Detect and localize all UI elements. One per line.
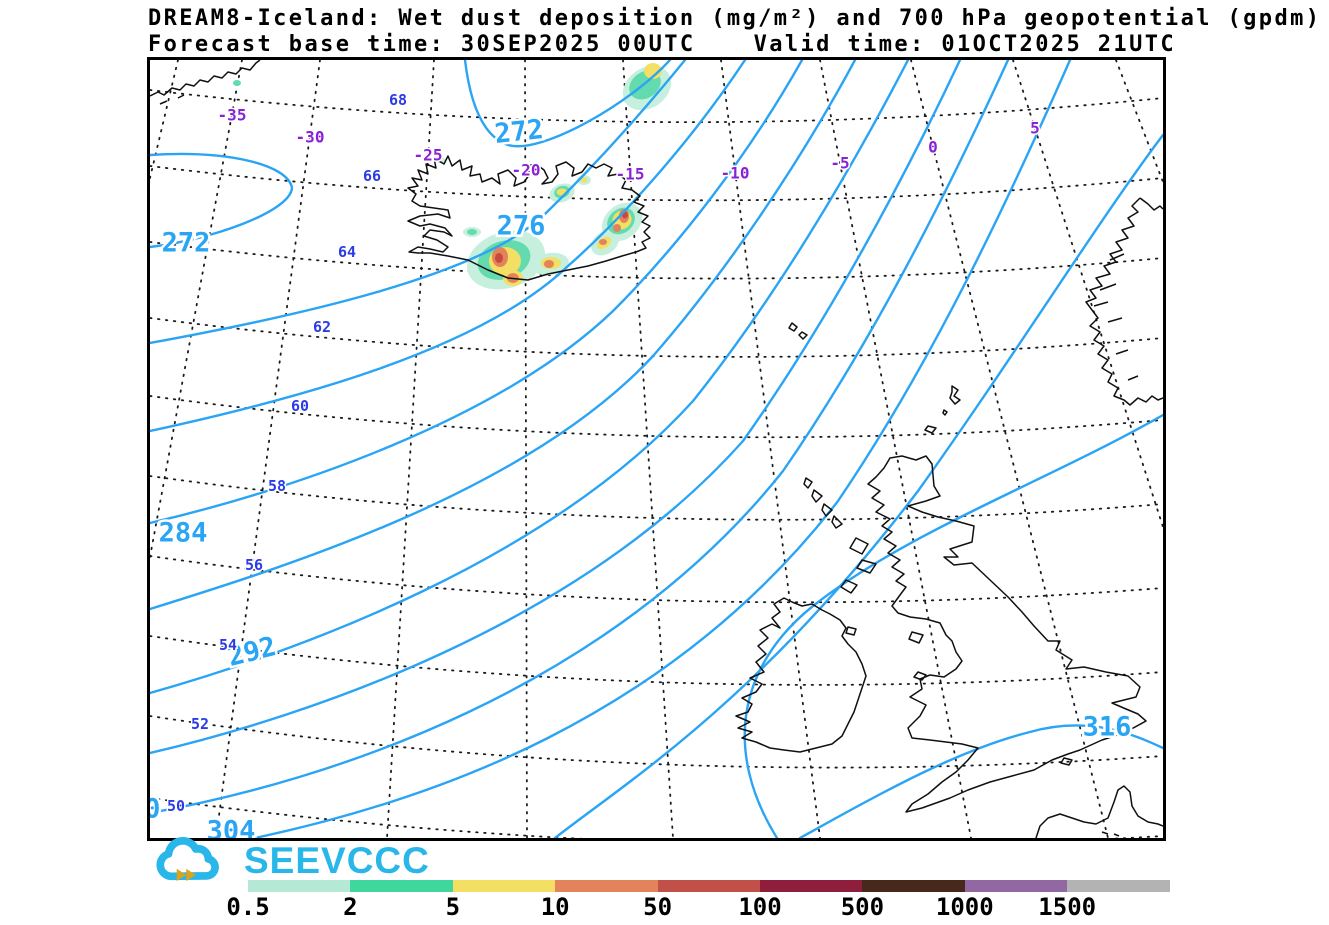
colorbar-tick-label: 50 [643,893,673,921]
colorbar-tick-label: 10 [540,893,570,921]
hebrides [803,477,877,594]
logo-text: SEEVCCC [244,840,430,881]
latitude-label: 66 [363,167,381,185]
longitude-label: -25 [414,146,443,165]
shetland-orkney [924,385,961,434]
latitude-label: 54 [219,636,237,654]
norway-coast [1085,197,1164,406]
deposition-orange [492,209,629,283]
graticule-parallels [149,89,1164,847]
longitude-label: -15 [616,165,645,184]
longitude-label: 5 [1030,119,1040,138]
latitude-label: 60 [291,397,309,415]
latitude-label: 50 [167,797,185,815]
dust-deposition-layer [233,63,672,290]
colorbar-segment [862,880,965,892]
colorbar-segment [759,880,863,892]
colorbar-segment [657,880,760,892]
ireland-coast [735,597,867,753]
chart-header: DREAM8-Iceland: Wet dust deposition (mg/… [148,6,1328,58]
colorbar-segment [350,880,453,892]
iceland-coast [407,155,651,281]
longitude-label: -35 [218,106,247,125]
latitude-label: 62 [313,318,331,336]
latitude-label: 52 [191,715,209,733]
geopotential-contour-label: 300 [150,794,160,825]
colorbar-tick-label: 5 [445,893,461,921]
latitude-label: 56 [245,556,263,574]
colorbar-segment [248,880,351,892]
longitude-label: -20 [512,161,541,180]
longitude-label: -10 [721,164,750,183]
cloud-logo-icon [156,837,219,882]
latitude-label: 64 [338,243,356,261]
geopotential-contours [148,58,1165,840]
isle-of-man-wight-anglesey [908,631,1073,766]
great-britain-coast [867,455,1147,813]
colorbar-tick-label: 1500 [1038,893,1097,921]
geopotential-contour-label: 272 [493,114,545,150]
latitude-label: 68 [389,91,407,109]
colorbar-tick-label: 1000 [935,893,994,921]
colorbar-segment [555,880,658,892]
seevccc-logo: SEEVCCC [148,836,430,888]
faroe-islands [788,322,808,340]
longitude-label: -5 [830,154,849,173]
map-labels: 272272276284292300304316-35-30-25-20-15-… [109,90,1134,850]
forecast-base-time: Forecast base time: 30SEP2025 00UTC [148,32,696,57]
colorbar-segment [964,880,1068,892]
valid-time: Valid time: 01OCT2025 21UTC [753,32,1177,57]
chart-title: DREAM8-Iceland: Wet dust deposition (mg/… [148,6,1322,31]
deposition-colorbar-ticks: 0.5 2 5 10 50 100 500 1000 1500 [226,893,1228,923]
colorbar-segment [452,880,556,892]
geopotential-contour-label: 304 [207,816,256,839]
coastlines [149,59,1164,839]
map-frame: 272272276284292300304316-35-30-25-20-15-… [109,57,1166,850]
forecast-map: 272272276284292300304316-35-30-25-20-15-… [109,58,1165,850]
france-coast [1035,785,1164,839]
latitude-label: 58 [268,477,286,495]
colorbar-tick-label: 500 [840,893,885,921]
greenland-coast [149,59,261,105]
colorbar-segment [1067,880,1170,892]
geopotential-contour-label: 276 [497,211,546,242]
deposition-colorbar [248,880,1170,892]
longitude-label: -30 [296,128,325,147]
chart-subtitle: Forecast base time: 30SEP2025 00UTC Valid… [148,32,1328,58]
geopotential-contour-label: 272 [162,228,211,259]
colorbar-tick-label: 2 [343,893,358,921]
geopotential-contour-label: 284 [159,518,208,549]
colorbar-tick-label: 100 [738,893,782,921]
geopotential-contour-label: 316 [1083,712,1132,743]
colorbar-tick-label: 0.5 [226,893,270,921]
longitude-label: 0 [928,138,938,157]
